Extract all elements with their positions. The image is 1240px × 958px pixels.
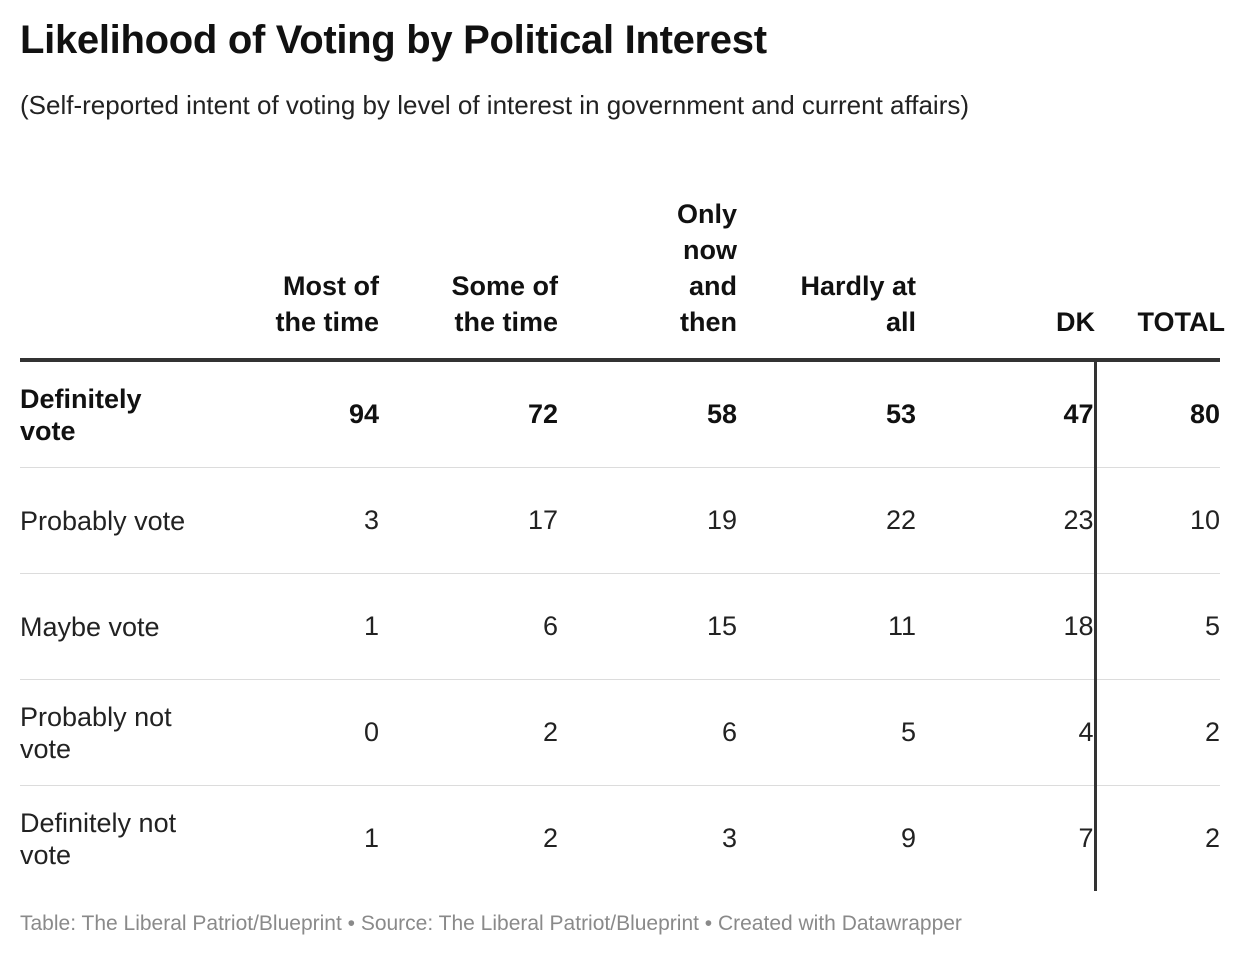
table-cell: 7	[916, 785, 1097, 891]
column-header-hardly-at-all: Hardly at all	[737, 168, 916, 362]
table-row-probably-vote: Probably vote 3 17 19 22 23 10	[20, 467, 1220, 574]
table-cell: 94	[200, 360, 379, 468]
table-cell: 47	[916, 360, 1097, 468]
header-row: Most of the time Some of the time Only n…	[20, 168, 1225, 362]
table-cell: 2	[379, 679, 558, 786]
table-row-maybe-vote: Maybe vote 1 6 15 11 18 5	[20, 573, 1220, 680]
total-cell: 10	[1095, 467, 1220, 574]
chart-subtitle: (Self-reported intent of voting by level…	[20, 90, 970, 120]
column-header-most-of-the-time: Most of the time	[200, 168, 379, 362]
data-table: Most of the time Some of the time Only n…	[20, 168, 1225, 891]
total-cell: 2	[1095, 679, 1220, 786]
table-cell: 9	[900, 823, 916, 853]
table-cell: 15	[558, 573, 737, 680]
column-header-only-now-and-then: Only now and then	[558, 168, 737, 362]
table-cell: 22	[737, 467, 916, 574]
table-cell: 11	[737, 573, 916, 680]
total-cell: 5	[1095, 573, 1220, 680]
column-header-dk: DK	[916, 168, 1095, 362]
table-cell: 1	[200, 573, 379, 680]
row-label: Probably vote	[20, 467, 200, 574]
table-cell: 6	[379, 573, 558, 680]
row-label: Definitely vote	[20, 360, 200, 468]
table-cell: 17	[379, 467, 558, 574]
row-label: Maybe vote	[20, 573, 200, 680]
total-cell: 80	[1095, 360, 1220, 468]
column-header-some-of-the-time: Some of the time	[379, 168, 558, 362]
table-cell: 72	[379, 360, 558, 468]
table-cell: 53	[737, 360, 916, 468]
table-cell: 5	[737, 679, 916, 786]
total-cell: 2	[1204, 823, 1220, 853]
table-row-probably-not-vote: Probably not vote 0 2 6 5 4 2	[20, 679, 1220, 786]
table-cell: 6	[558, 679, 737, 786]
table-cell: 2	[542, 823, 558, 853]
table-cell: 3	[721, 823, 737, 853]
table-cell: 0	[200, 679, 379, 786]
table-cell: 18	[916, 573, 1097, 680]
table-cell: 3	[200, 467, 379, 574]
table-cell: 19	[558, 467, 737, 574]
table-row-definitely-vote: Definitely vote 94 72 58 53 47 80	[20, 360, 1220, 468]
table-cell: 23	[916, 467, 1097, 574]
chart-title: Likelihood of Voting by Political Intere…	[20, 18, 767, 62]
table-cell: 4	[916, 679, 1097, 786]
row-label: Definitely not vote	[20, 807, 177, 870]
column-header-total: TOTAL	[1095, 168, 1225, 362]
table-cell: 58	[558, 360, 737, 468]
row-label-header	[20, 168, 200, 362]
source-footer: Table: The Liberal Patriot/Blueprint • S…	[20, 912, 962, 935]
table-cell: 1	[363, 823, 379, 853]
row-label: Probably not vote	[20, 679, 200, 786]
table-row-definitely-not-vote: Definitely not vote 1 2 3 9 7 2	[20, 785, 1220, 891]
